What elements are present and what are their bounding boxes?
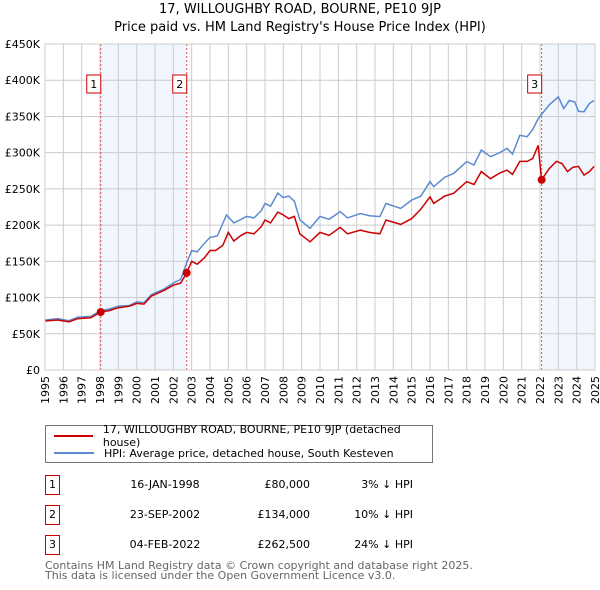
x-tick-label: 2020	[497, 376, 510, 404]
x-tick-label: 2015	[406, 376, 419, 404]
y-tick-label: £150K	[5, 255, 41, 268]
transaction-row: 1 16-JAN-1998 £80,000 3% ↓ HPI	[45, 475, 445, 497]
legend: 17, WILLOUGHBY ROAD, BOURNE, PE10 9JP (d…	[45, 423, 433, 463]
y-tick-label: £50K	[12, 328, 41, 341]
footer-copyright: Contains HM Land Registry data © Crown c…	[45, 559, 473, 572]
series-line-hpi	[44, 95, 595, 322]
transaction-marker: 3	[45, 535, 60, 555]
x-tick-label: 2013	[369, 376, 382, 404]
transaction-marker: 2	[45, 505, 60, 525]
transaction-date: 04-FEB-2022	[129, 538, 201, 551]
x-tick-label: 2010	[314, 376, 327, 404]
transaction-price: £262,500	[257, 538, 311, 551]
shaded-ownership-range	[100, 44, 187, 370]
transaction-price: £134,000	[257, 508, 311, 521]
x-tick-label: 2018	[461, 376, 474, 404]
x-tick-label: 2021	[516, 376, 529, 404]
transaction-hpi-diff: 3% ↓ HPI	[361, 478, 413, 491]
legend-swatch-hpi	[54, 452, 94, 454]
x-tick-label: 2004	[204, 376, 217, 404]
series-line-property	[44, 145, 595, 323]
x-tick-label: 1995	[39, 376, 52, 404]
x-tick-label: 2005	[222, 376, 235, 404]
x-tick-label: 2025	[589, 376, 600, 404]
x-tick-label: 2009	[296, 376, 309, 404]
legend-swatch-property	[54, 435, 93, 437]
x-tick-label: 2002	[167, 376, 180, 404]
sale-point	[182, 268, 191, 277]
sale-label: 3	[531, 78, 538, 91]
sale-label-box	[172, 74, 188, 94]
y-tick-label: £250K	[5, 183, 41, 196]
y-tick-label: £350K	[5, 110, 41, 123]
legend-item-property: 17, WILLOUGHBY ROAD, BOURNE, PE10 9JP (d…	[54, 423, 432, 449]
sale-point	[96, 308, 105, 317]
y-tick-label: £200K	[5, 219, 41, 232]
transaction-date: 23-SEP-2002	[129, 508, 201, 521]
x-tick-label: 2003	[186, 376, 199, 404]
transaction-hpi-diff: 10% ↓ HPI	[354, 508, 413, 521]
legend-label-hpi: HPI: Average price, detached house, Sout…	[104, 446, 394, 460]
price-chart: 1995 1996 1997 1998 1999 2000 2001 2002 2003 2004…	[5, 38, 600, 404]
x-tick-label: 2019	[479, 376, 492, 404]
transaction-date: 16-JAN-1998	[130, 478, 200, 491]
sale-label-box	[86, 74, 102, 94]
x-tick-label: 2007	[259, 376, 272, 404]
sale-label: 1	[90, 78, 97, 91]
x-tick-label: 2001	[149, 376, 162, 404]
plot-border	[44, 43, 596, 371]
y-tick-label: £300K	[5, 147, 41, 160]
transaction-price: £80,000	[264, 478, 311, 491]
sale-label-box	[527, 74, 543, 94]
sale-label: 2	[176, 78, 183, 91]
x-tick-label: 2011	[332, 376, 345, 404]
y-tick-label: £450K	[5, 38, 41, 51]
x-tick-label: 2006	[241, 376, 254, 404]
footer-licence: This data is licensed under the Open Gov…	[45, 569, 396, 582]
x-tick-label: 2016	[424, 376, 437, 404]
x-tick-label: 2014	[387, 376, 400, 404]
x-tick-label: 2017	[442, 376, 455, 404]
y-tick-label: £100K	[5, 292, 41, 305]
transaction-hpi-diff: 24% ↓ HPI	[354, 538, 413, 551]
x-tick-label: 2022	[534, 376, 547, 404]
shaded-ownership-range	[541, 44, 595, 370]
transaction-row: 3 04-FEB-2022 £262,500 24% ↓ HPI	[45, 535, 445, 557]
legend-item-hpi: HPI: Average price, detached house, Sout…	[54, 445, 394, 461]
transaction-row: 2 23-SEP-2002 £134,000 10% ↓ HPI	[45, 505, 445, 527]
y-tick-label: £400K	[5, 74, 41, 87]
x-tick-label: 1998	[94, 376, 107, 404]
x-tick-label: 2023	[552, 376, 565, 404]
chart-subtitle: Price paid vs. HM Land Registry's House …	[114, 20, 486, 35]
sale-point	[537, 175, 546, 184]
x-tick-label: 1996	[57, 376, 70, 404]
x-tick-label: 2000	[131, 376, 144, 404]
x-tick-label: 1997	[76, 376, 89, 404]
legend-label-property: 17, WILLOUGHBY ROAD, BOURNE, PE10 9JP (d…	[102, 423, 401, 449]
y-tick-label: £0	[26, 364, 40, 377]
chart-title: 17, WILLOUGHBY ROAD, BOURNE, PE10 9JP	[159, 2, 441, 17]
transaction-marker: 1	[45, 475, 60, 495]
x-tick-label: 2008	[277, 376, 290, 404]
x-tick-label: 1999	[112, 376, 125, 404]
x-tick-label: 2024	[571, 376, 584, 404]
x-tick-label: 2012	[351, 376, 364, 404]
